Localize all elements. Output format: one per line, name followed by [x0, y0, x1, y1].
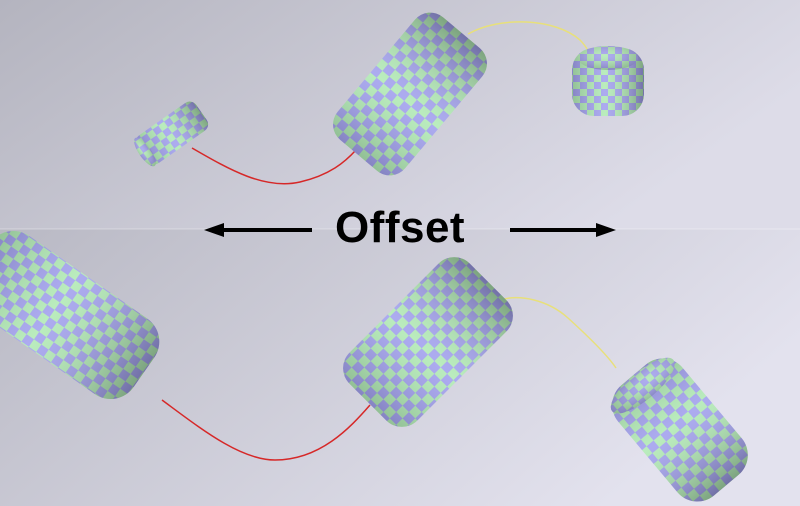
right-arrow-icon	[510, 223, 616, 237]
top-cylinder-left	[134, 101, 209, 167]
left-arrow-icon	[204, 223, 312, 237]
top-red-spline	[191, 147, 357, 185]
top-cylinder-right	[572, 46, 644, 116]
top-cylinder-center	[333, 12, 487, 176]
bottom-cylinder-center	[343, 257, 513, 427]
bottom-yellow-spline	[499, 297, 617, 369]
bottom-red-spline	[161, 399, 371, 461]
bottom-cylinder-right	[610, 357, 748, 502]
bottom-cylinder-left	[0, 230, 160, 400]
